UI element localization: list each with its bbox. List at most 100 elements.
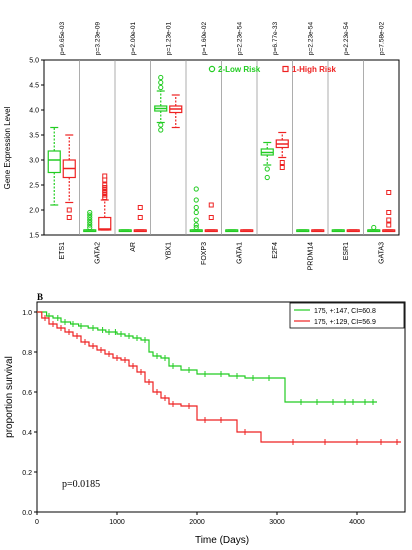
pvalue-label: p=1.23e-01 (165, 22, 172, 55)
y-tick-label: 1.0 (22, 310, 32, 317)
category-label: E2F4 (272, 242, 279, 259)
outlier-point (193, 186, 199, 192)
outlier-point (193, 217, 199, 223)
outlier-point (87, 224, 93, 231)
outlier-point (87, 217, 93, 223)
survival-curves (37, 311, 401, 445)
pvalue-annotation: p=0.0185 (62, 479, 100, 490)
y-tick-label: 2.0 (29, 208, 39, 215)
outlier-point (87, 214, 93, 221)
legend-high-risk-label: 1-High Risk (292, 65, 337, 74)
survival-legend-box (289, 302, 405, 329)
outlier-point (87, 209, 93, 216)
outlier-point (193, 197, 199, 203)
outlier-point (87, 212, 93, 218)
outlier-point (371, 224, 377, 231)
legend-green-label: 175, +:147, CI=60.8 (314, 308, 376, 315)
outlier-point (137, 215, 143, 220)
outlier-point (279, 160, 285, 165)
y-tick-label: 1.5 (29, 233, 39, 240)
outlier-point (264, 166, 270, 172)
survival-curve (37, 311, 401, 443)
survival-x-axis-label: Time (Days) (195, 535, 249, 546)
pvalue-label: p=1.60e-02 (201, 22, 208, 55)
y-tick-label: 0.2 (22, 470, 32, 477)
y-tick-label: 0.6 (22, 390, 32, 397)
category-dividers (79, 60, 364, 235)
category-label: ETS1 (59, 242, 66, 260)
outlier-point (158, 122, 164, 128)
outlier-point (193, 204, 199, 211)
legend-low-risk-marker (208, 65, 216, 73)
survival-panel: B 0.0 0.2 0.4 0.6 0.8 1.0 0 1000 2000 3000 4000 p… (4, 292, 406, 546)
category-label: GATA1 (236, 242, 243, 264)
pvalue-label: p=3.23e-09 (94, 22, 101, 55)
survival-legend: 175, +:147, CI=60.8 175, +:129, CI=56.9 (289, 302, 405, 329)
outlier-point (66, 215, 72, 220)
pvalue-label: p=2.23e-54 (307, 22, 314, 55)
outlier-point (386, 190, 392, 195)
survival-frame (36, 301, 406, 513)
boxplot-y-axis: 1.5 2.0 2.5 3.0 3.5 4.0 4.5 5.0 (29, 58, 44, 240)
outlier-point (386, 222, 392, 228)
outlier-point (87, 222, 93, 228)
outlier-point (279, 165, 285, 170)
x-tick-label: 0 (35, 519, 39, 526)
y-tick-label: 3.0 (29, 158, 39, 165)
outlier-point (87, 219, 93, 226)
y-tick-label: 4.5 (29, 83, 39, 90)
outlier-point (66, 207, 72, 213)
y-tick-label: 0.4 (22, 430, 32, 437)
legend-low-risk-label: 2-Low Risk (218, 65, 261, 74)
boxplot-boxes (47, 74, 396, 233)
outlier-point (102, 173, 108, 179)
legend-high-risk-marker (282, 65, 289, 73)
y-tick-label: 0.0 (22, 510, 32, 517)
outlier-point (386, 210, 392, 215)
survival-y-axis: 0.0 0.2 0.4 0.6 0.8 1.0 (22, 310, 37, 517)
outlier-point (193, 222, 199, 228)
survival-curve (37, 311, 377, 403)
outlier-point (193, 224, 199, 231)
category-label: PRDM14 (307, 242, 314, 271)
y-tick-label: 0.8 (22, 350, 32, 357)
outlier-point (158, 84, 164, 91)
y-tick-label: 3.5 (29, 133, 39, 140)
outlier-point (158, 127, 164, 133)
box (98, 216, 112, 231)
boxplot-panel: p=9.65e-03 p=3.23e-09 p=2.00e-01 p=1.23e-01… (3, 22, 400, 271)
x-tick-label: 3000 (269, 519, 285, 526)
pvalue-label: p=9.65e-03 (59, 22, 66, 55)
x-tick-label: 1000 (109, 519, 125, 526)
category-label: GATA3 (378, 242, 385, 264)
pvalue-label: p=2.23e-54 (236, 22, 243, 55)
outlier-point (386, 217, 392, 223)
pvalue-label: p=6.77e-33 (272, 22, 279, 55)
outlier-point (137, 205, 143, 210)
outlier-point (158, 74, 164, 81)
survival-y-axis-label: proportion survival (4, 356, 15, 438)
boxplot-y-axis-label: Gene Expression Level (3, 106, 12, 189)
x-tick-label: 4000 (349, 519, 365, 526)
category-label: GATA2 (94, 242, 101, 264)
category-label: AR (130, 242, 137, 252)
outlier-point (102, 177, 108, 183)
legend-red-label: 175, +:129, CI=56.9 (314, 319, 376, 326)
x-tick-label: 2000 (189, 519, 205, 526)
outlier-point (208, 215, 214, 220)
category-label: YBX1 (165, 242, 172, 260)
y-tick-label: 4.0 (29, 108, 39, 115)
box (47, 150, 61, 174)
outlier-point (102, 182, 108, 188)
panel-label: B (37, 292, 43, 302)
outlier-point (264, 174, 270, 181)
pvalue-label: p=2.23e-54 (343, 22, 350, 55)
survival-x-axis: 0 1000 2000 3000 4000 (35, 512, 365, 526)
outlier-point (208, 202, 214, 208)
boxplot-category-labels: ETS1 GATA2 AR YBX1 FOXP3 GATA1 E2F4 PRDM14 ESR1 G… (59, 242, 386, 271)
outlier-point (193, 209, 199, 216)
y-tick-label: 2.5 (29, 183, 39, 190)
pvalue-label: p=7.58e-02 (378, 22, 385, 55)
pvalue-labels: p=9.65e-03 p=3.23e-09 p=2.00e-01 p=1.23e-01… (59, 22, 386, 55)
